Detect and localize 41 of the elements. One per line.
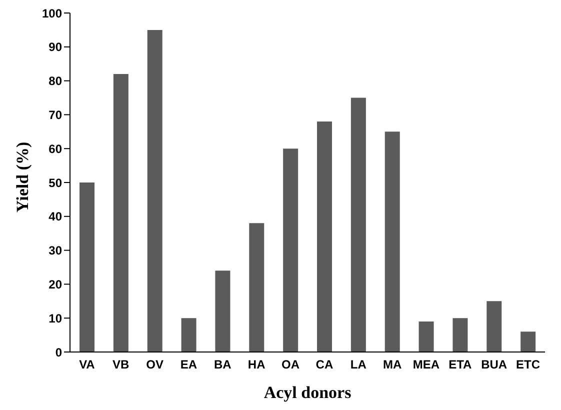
x-tick-label: OV — [146, 358, 164, 372]
y-tick-label: 70 — [48, 108, 62, 122]
x-tick-label: BA — [214, 358, 232, 372]
bar — [147, 30, 162, 352]
x-tick-label: CA — [316, 358, 334, 372]
bar — [283, 148, 298, 352]
x-tick-label: ETC — [516, 358, 540, 372]
y-tick-label: 80 — [48, 74, 62, 88]
bar — [418, 321, 434, 352]
bar — [181, 318, 196, 352]
bar — [215, 270, 230, 352]
bar — [113, 74, 128, 352]
x-tick-label: LA — [350, 358, 367, 372]
y-tick-label: 100 — [42, 6, 62, 20]
x-tick-label: OA — [282, 358, 300, 372]
bar — [249, 223, 264, 352]
y-tick-label: 60 — [48, 142, 62, 156]
bar — [80, 182, 94, 352]
y-tick-label: 50 — [48, 176, 62, 190]
bar — [384, 132, 400, 352]
y-tick-label: 20 — [48, 277, 62, 292]
bar — [317, 121, 332, 352]
bar — [486, 301, 502, 352]
y-tick-label: 0 — [55, 345, 62, 360]
x-tick-label: HA — [248, 358, 266, 372]
x-axis-title: Acyl donors — [264, 383, 352, 402]
x-tick-label: VA — [79, 358, 96, 372]
x-tick-label: MA — [382, 358, 402, 372]
bar — [452, 318, 468, 352]
y-axis-title: Yield (%) — [13, 142, 32, 212]
x-tick-label: ETA — [448, 358, 472, 372]
y-tick-label: 40 — [48, 210, 62, 224]
x-tick-label: EA — [180, 358, 198, 372]
y-tick-label: 90 — [48, 40, 62, 54]
y-tick-label: 10 — [48, 311, 62, 326]
x-tick-label: MEA — [412, 358, 440, 372]
bar — [520, 332, 536, 352]
x-tick-label: VB — [112, 358, 130, 372]
y-tick-label: 30 — [48, 244, 62, 258]
bar — [350, 98, 366, 352]
x-tick-label: BUA — [481, 358, 508, 372]
